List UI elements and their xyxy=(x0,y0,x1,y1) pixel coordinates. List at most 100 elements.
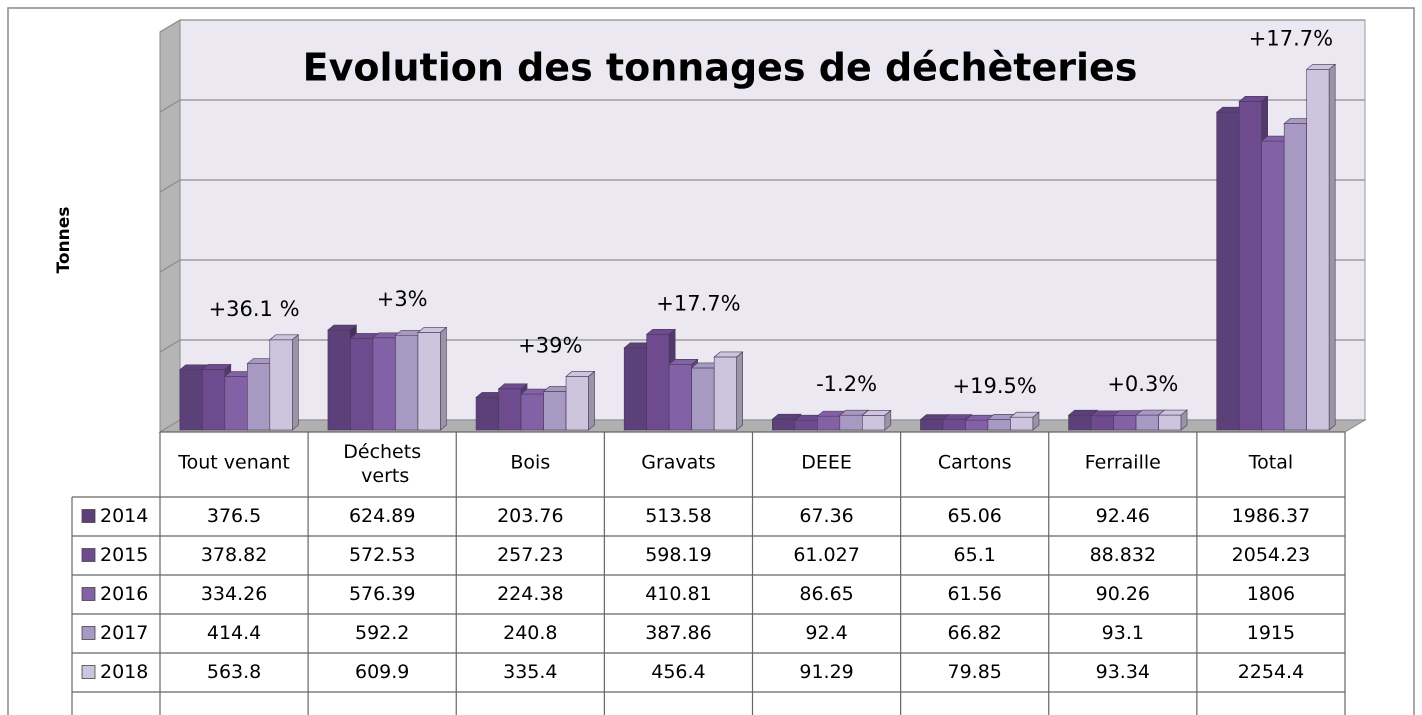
bar xyxy=(713,356,737,431)
category-label: Déchets verts xyxy=(343,441,421,487)
bar xyxy=(920,419,944,431)
legend-label: 2018 xyxy=(100,661,148,683)
table-value: 414.4 xyxy=(207,622,261,644)
table-value: 598.19 xyxy=(645,544,711,566)
table-value: 92.46 xyxy=(1096,505,1150,527)
category-label: Total xyxy=(1248,452,1293,474)
bar xyxy=(987,419,1011,431)
table-value: 335.4 xyxy=(503,661,557,683)
y-axis-label: Tonnes xyxy=(54,207,74,274)
bar xyxy=(839,414,863,431)
bar-side xyxy=(440,326,447,431)
table-value: 88.832 xyxy=(1090,544,1156,566)
bar xyxy=(1010,416,1034,431)
bar xyxy=(1068,414,1092,431)
legend-swatch xyxy=(81,587,96,601)
bar xyxy=(646,333,670,431)
grid-line-side xyxy=(159,179,181,193)
bar xyxy=(327,329,351,431)
table-value: 65.06 xyxy=(947,505,1001,527)
annotation: +19.5% xyxy=(953,374,1037,398)
bar xyxy=(668,363,692,431)
grid-line-side xyxy=(159,99,181,113)
chart-title: Evolution des tonnages de déchèteries xyxy=(303,46,1138,90)
table-value: 609.9 xyxy=(355,661,409,683)
bar xyxy=(1283,123,1307,431)
bar xyxy=(623,347,647,431)
table-value: 378.82 xyxy=(201,544,267,566)
category-label: Ferraille xyxy=(1085,452,1161,474)
bar xyxy=(1113,415,1137,431)
table-value: 86.65 xyxy=(799,583,853,605)
annotation: +36.1 % xyxy=(209,297,300,321)
bar xyxy=(202,369,226,431)
bar xyxy=(817,415,841,431)
bar xyxy=(417,332,441,431)
table-value: 92.4 xyxy=(805,622,847,644)
bar xyxy=(224,376,248,431)
table-value: 1986.37 xyxy=(1232,505,1311,527)
bar-side xyxy=(884,409,892,431)
category-label: DEEE xyxy=(801,452,852,474)
bar xyxy=(1261,140,1285,431)
legend-label: 2016 xyxy=(100,583,148,605)
table-value: 203.76 xyxy=(497,505,563,527)
table-value: 563.8 xyxy=(207,661,261,683)
table-value: 1915 xyxy=(1247,622,1295,644)
table-value: 592.2 xyxy=(355,622,409,644)
legend-swatch xyxy=(81,548,96,562)
bar xyxy=(520,393,544,431)
bar xyxy=(1090,415,1114,431)
bar xyxy=(269,339,293,431)
bar xyxy=(247,363,271,431)
bar-side xyxy=(1032,411,1040,431)
table-value: 513.58 xyxy=(645,505,711,527)
table-value: 257.23 xyxy=(497,544,563,566)
bar xyxy=(772,418,796,431)
table-value: 576.39 xyxy=(349,583,415,605)
bar xyxy=(942,419,966,431)
bar xyxy=(1135,414,1159,431)
bar xyxy=(1238,101,1262,431)
table-value: 624.89 xyxy=(349,505,415,527)
annotation: +17.7% xyxy=(1249,26,1333,50)
legend-label: 2015 xyxy=(100,544,148,566)
legend-swatch xyxy=(81,665,96,679)
annotation: +0.3% xyxy=(1107,372,1178,396)
bar-side xyxy=(292,334,299,431)
annotation: +39% xyxy=(518,333,582,357)
table-value: 410.81 xyxy=(645,583,711,605)
grid-line-side xyxy=(159,259,181,273)
bar xyxy=(179,369,203,431)
bar-side xyxy=(1180,409,1188,431)
annotation: +3% xyxy=(377,287,428,311)
bar xyxy=(498,388,522,431)
table-value: 387.86 xyxy=(645,622,711,644)
table-value: 2054.23 xyxy=(1232,544,1311,566)
bar xyxy=(565,376,589,431)
bar xyxy=(1306,68,1330,431)
table-value: 2254.4 xyxy=(1238,661,1304,683)
table-value: 1806 xyxy=(1247,583,1295,605)
table-value: 224.38 xyxy=(497,583,563,605)
bar xyxy=(862,415,886,431)
bar xyxy=(794,419,818,431)
bar xyxy=(543,391,567,431)
category-label: Bois xyxy=(510,452,550,474)
bar xyxy=(965,419,989,431)
category-label: Gravats xyxy=(641,452,715,474)
table-value: 91.29 xyxy=(799,661,853,683)
table-value: 65.1 xyxy=(954,544,996,566)
table-value: 93.1 xyxy=(1102,622,1144,644)
grid-line-side xyxy=(159,339,181,353)
table-value: 334.26 xyxy=(201,583,267,605)
table-value: 572.53 xyxy=(349,544,415,566)
table-value: 61.027 xyxy=(793,544,859,566)
annotation: +17.7% xyxy=(656,291,740,315)
legend-label: 2014 xyxy=(100,505,148,527)
table-value: 456.4 xyxy=(651,661,705,683)
table-value: 93.34 xyxy=(1096,661,1150,683)
bar xyxy=(1216,111,1240,431)
